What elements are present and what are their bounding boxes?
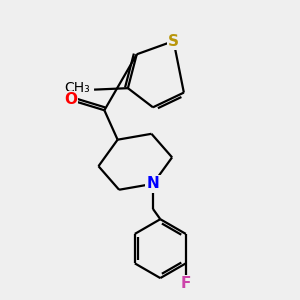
Text: CH₃: CH₃ [64, 81, 90, 95]
Text: N: N [147, 176, 159, 191]
Text: F: F [181, 277, 191, 292]
Text: S: S [168, 34, 179, 49]
Text: O: O [64, 92, 77, 107]
